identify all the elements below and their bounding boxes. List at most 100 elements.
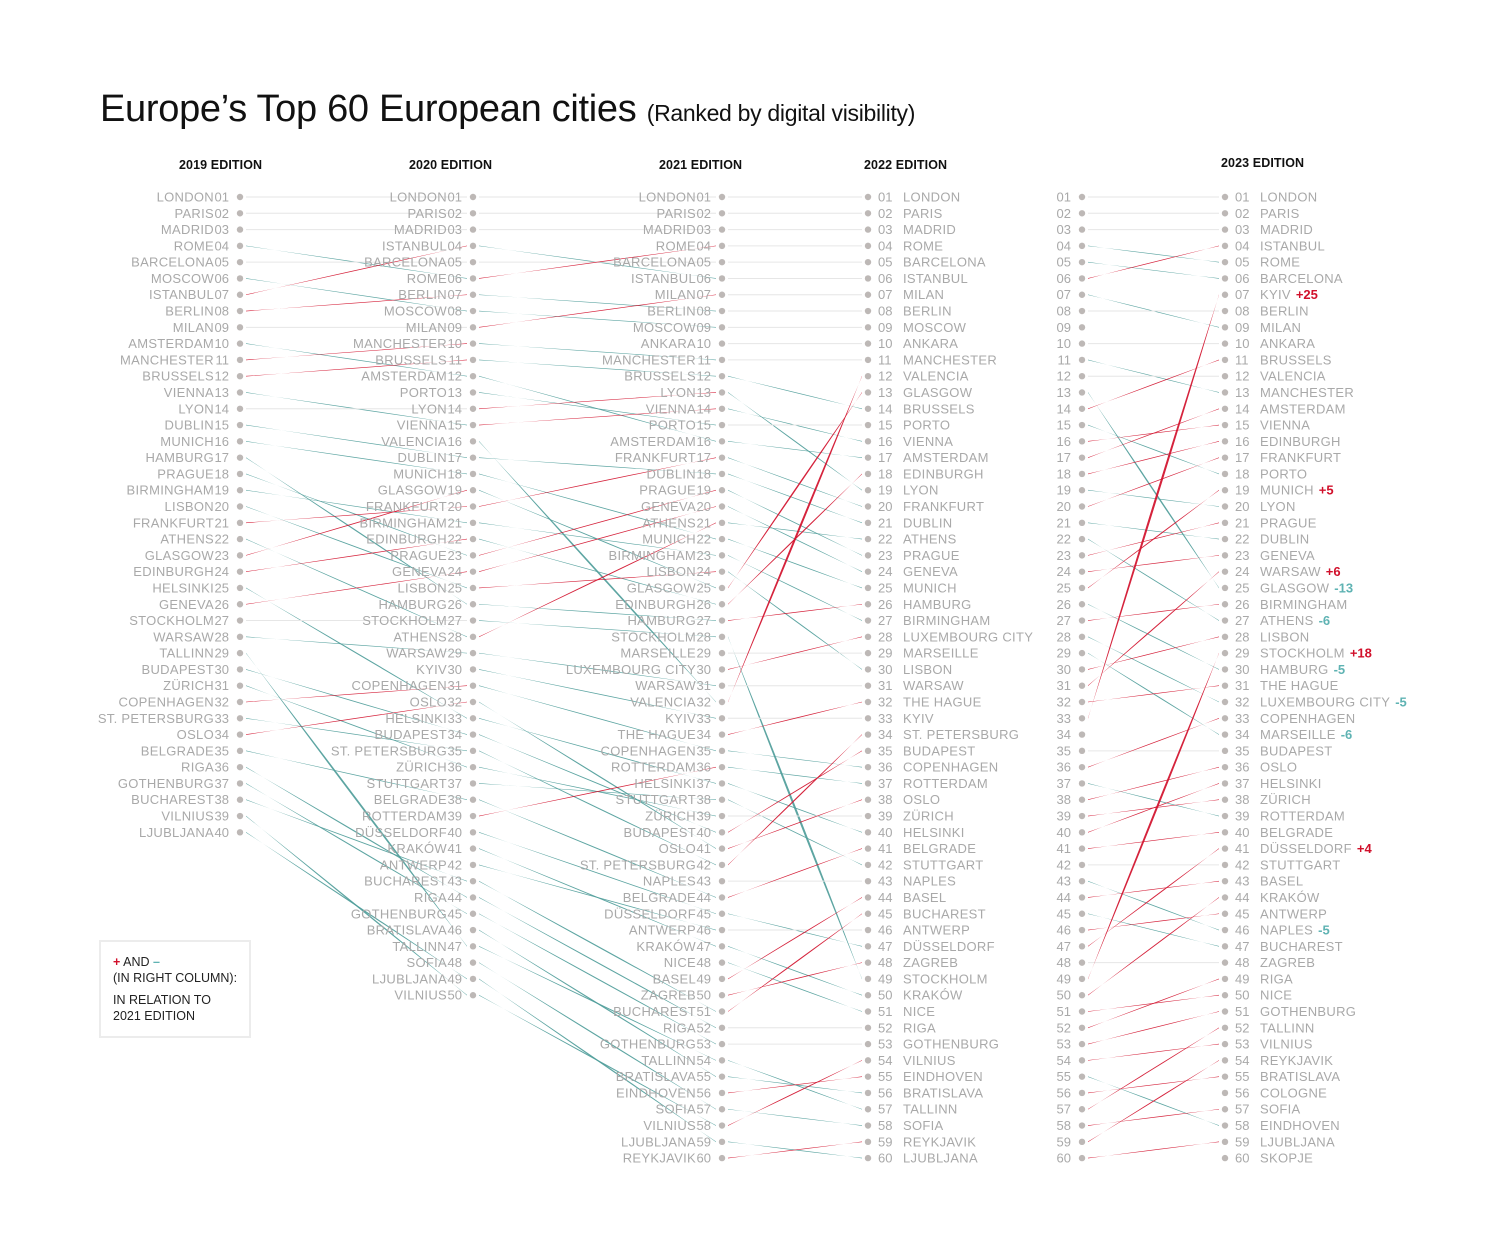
rank-number: 37 [1235, 776, 1249, 791]
rank-dot [864, 1122, 872, 1129]
connector-lines [246, 196, 1219, 1159]
rank-dot [864, 1138, 872, 1146]
rank-dot [236, 258, 244, 266]
connector-down-vilnius [479, 994, 716, 1126]
rank-number: 01 [878, 190, 892, 205]
rank-dot [864, 731, 872, 738]
rank-number: 08 [448, 304, 462, 319]
city-label: GLASGOW [903, 385, 973, 400]
city-label: ISTANBUL [382, 238, 447, 253]
rank-dot [236, 372, 244, 380]
connector-down-lisbon [728, 571, 862, 670]
rank-dot [864, 829, 872, 836]
connector-up-sofia [1088, 1108, 1219, 1126]
rank-dot [864, 356, 872, 364]
rank-dot [1221, 1089, 1229, 1097]
rank-number: 27 [1057, 613, 1071, 628]
city-label: BELGRADE [374, 792, 447, 807]
rank-dot [1221, 535, 1229, 543]
city-label: HELSINKI [903, 825, 965, 840]
rank-delta-badge: -6 [1341, 727, 1353, 742]
connector-down-belgrade [479, 799, 716, 898]
rank-dot [718, 356, 726, 364]
rank-number: 50 [1235, 988, 1249, 1003]
rank-dot [469, 568, 477, 575]
rank-number: 23 [448, 548, 462, 563]
rank-dot [236, 356, 244, 364]
rank-number: 11 [1058, 352, 1072, 367]
rank-number: 34 [448, 727, 462, 742]
rank-dot [1221, 715, 1229, 722]
rank-dot [864, 1008, 872, 1015]
city-label: BELGRADE [1260, 825, 1333, 840]
city-label: VIENNA [164, 385, 214, 400]
connector-down-belgrade [246, 750, 467, 801]
connector-down-sofia [479, 962, 716, 1110]
rank-number: 37 [878, 776, 892, 791]
city-label: EINDHOVEN [1260, 1118, 1340, 1133]
city-label: ANTWERP [1260, 906, 1327, 921]
city-label: ANTWERP [629, 923, 696, 938]
city-label: BRUSSELS [624, 369, 696, 384]
city-label: ROTTERDAM [611, 760, 696, 775]
city-label: GENEVA [641, 499, 696, 514]
rank-number: 13 [448, 385, 462, 400]
city-label: LUXEMBOURG CITY [903, 629, 1033, 644]
rank-number: 15 [697, 418, 711, 433]
rank-number: 15 [448, 418, 462, 433]
rank-number: 23 [697, 548, 711, 563]
city-label: VALENCIA [381, 434, 447, 449]
legend-plus: + [113, 955, 121, 969]
rank-number: 29 [215, 646, 229, 661]
city-label: MILAN [655, 287, 696, 302]
city-label: STUTTGART [903, 857, 983, 872]
rank-number: 52 [1235, 1020, 1249, 1035]
city-label: LUXEMBOURG CITY [566, 662, 696, 677]
rank-number: 50 [878, 988, 892, 1003]
connector-down-warsaw [246, 636, 467, 654]
rank-dot [1221, 943, 1229, 950]
city-label: BARCELONA [364, 255, 447, 270]
rank-dot [1221, 324, 1229, 331]
city-label: MANCHESTER [602, 352, 696, 367]
rank-dot [864, 747, 872, 755]
rank-dot [1221, 487, 1229, 494]
city-label: DUBLIN [1260, 532, 1309, 547]
rank-dot [718, 943, 726, 950]
rank-dot [718, 617, 726, 624]
rank-number: 27 [215, 613, 229, 628]
rank-dot [1078, 682, 1086, 689]
rank-dot [236, 487, 244, 494]
rank-number: 42 [448, 857, 462, 872]
rank-number: 09 [448, 320, 462, 335]
city-label: ST. PETERSBURG [903, 727, 1019, 742]
city-label: LYON [1260, 499, 1296, 514]
city-label: HAMBURG [145, 450, 214, 465]
rank-number: 26 [878, 597, 892, 612]
rank-dot [718, 682, 726, 689]
city-label: VILNIUS [643, 1118, 696, 1133]
connector-up-prague [479, 489, 716, 556]
city-label: HAMBURG [627, 613, 696, 628]
rank-number: 43 [1235, 874, 1249, 889]
city-label: HAMBURG [378, 597, 447, 612]
connector-down-bucharest [246, 799, 467, 882]
rank-dot [718, 519, 726, 526]
city-label: LUXEMBOURG CITY [1260, 694, 1390, 709]
rank-dot [718, 633, 726, 641]
rank-dot [1078, 372, 1086, 380]
city-label: RIGA [414, 890, 447, 905]
rank-dot [718, 291, 726, 298]
city-label: GOTHENBURG [118, 776, 214, 791]
rank-dot [236, 405, 244, 412]
rank-number: 20 [1057, 499, 1071, 514]
city-label: ATHENS [642, 515, 696, 530]
rank-dot [1078, 291, 1086, 298]
city-label: BERLIN [903, 304, 952, 319]
rank-dot [1221, 682, 1229, 689]
rank-number: 57 [697, 1102, 711, 1117]
city-label: GENEVA [159, 597, 214, 612]
rank-dot [1221, 291, 1229, 298]
rank-number: 29 [448, 646, 462, 661]
connector-down-brussels [479, 359, 716, 377]
